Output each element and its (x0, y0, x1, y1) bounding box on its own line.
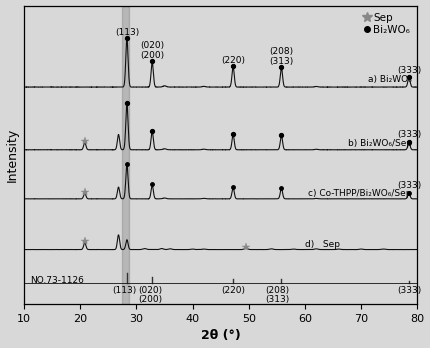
Y-axis label: Intensity: Intensity (6, 128, 18, 182)
Text: (020)
(200): (020) (200) (138, 286, 163, 304)
Text: d)   Sep: d) Sep (305, 240, 340, 249)
Text: a) Bi₂WO₆: a) Bi₂WO₆ (368, 74, 412, 84)
Text: (333): (333) (397, 286, 421, 295)
Text: NO.73-1126: NO.73-1126 (30, 276, 83, 285)
Bar (123, 6, 129, 304)
Text: b) Bi₂WO₆/Sep: b) Bi₂WO₆/Sep (347, 139, 412, 148)
Text: (113): (113) (115, 28, 139, 37)
Text: (333): (333) (397, 181, 421, 190)
Text: (113): (113) (112, 286, 136, 295)
Text: (333): (333) (397, 66, 421, 75)
X-axis label: 2θ (°): 2θ (°) (201, 330, 241, 342)
Text: (333): (333) (397, 130, 421, 140)
Text: c) Co-THPP/Bi₂WO₆/Sep: c) Co-THPP/Bi₂WO₆/Sep (308, 189, 412, 198)
Text: (208)
(313): (208) (313) (269, 47, 294, 66)
Text: (208)
(313): (208) (313) (265, 286, 289, 304)
Text: (220): (220) (221, 56, 245, 65)
Text: (020)
(200): (020) (200) (140, 41, 164, 60)
Legend: Sep, Bi₂WO₆: Sep, Bi₂WO₆ (362, 9, 414, 39)
Text: (220): (220) (221, 286, 245, 295)
